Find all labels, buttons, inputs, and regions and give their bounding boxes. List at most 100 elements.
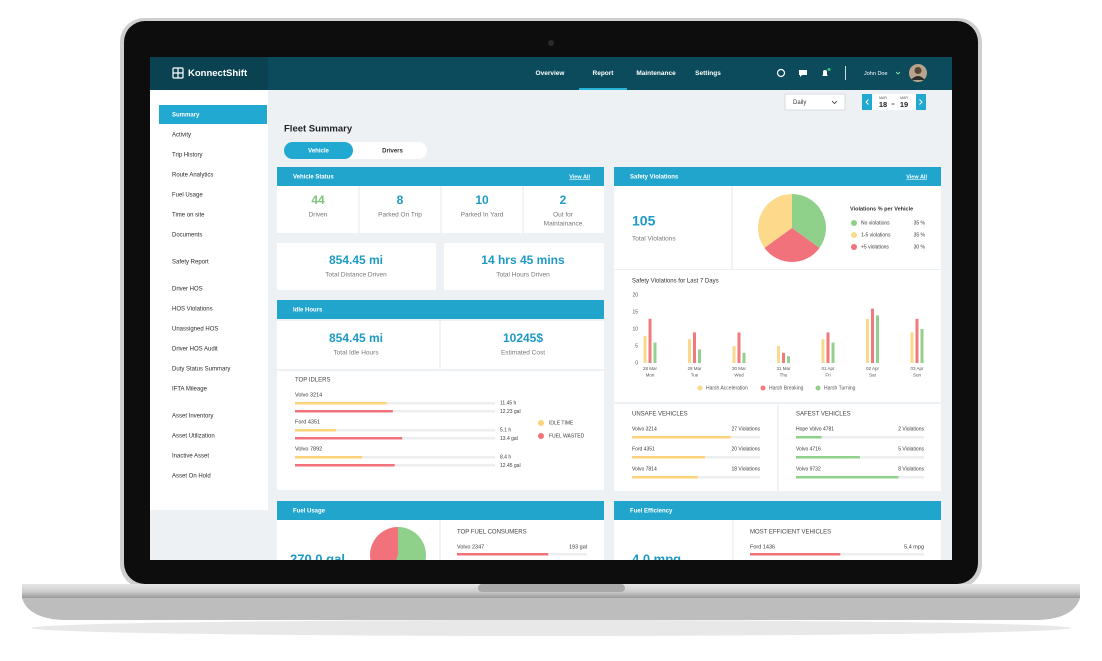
stat-value: 854.45 mi [329,331,383,345]
sidebar-item[interactable]: Safety Report [172,260,209,266]
view-all-link[interactable]: View All [569,174,590,180]
sidebar-item[interactable]: Unassigned HOS [172,327,218,333]
user-name[interactable]: John Doe [864,71,888,77]
date-next[interactable] [916,94,926,110]
date-day: 18 [879,100,887,109]
vehicle-name: Ford 4351 [632,446,655,452]
bar [742,352,746,363]
globe-icon[interactable] [776,68,786,78]
vehicle-name: Volvo 7892 [295,446,322,452]
sidebar-item[interactable]: IFTA Mileage [172,387,208,393]
panel-header [277,501,604,520]
bar [787,356,790,363]
avatar-body [911,76,925,80]
legend-dot [538,433,544,439]
bar-track [295,402,495,405]
x-tick-label: Mon [646,373,655,378]
sidebar-item[interactable]: Trip History [172,153,202,159]
sidebar-item[interactable]: Asset Inventory [172,414,213,420]
divider [845,66,846,80]
stat-label: Out for [553,212,574,219]
stat-label: Driven [309,212,328,219]
x-tick-label: 02 Apr [866,366,880,371]
bar [295,402,387,405]
bar [643,335,647,363]
next-arrow [919,99,923,105]
stat-value: 14 hrs 45 mins [481,253,565,267]
user-chevron[interactable] [895,71,901,75]
sidebar-item[interactable]: Driver HOS Audit [172,347,218,353]
sidebar-item[interactable]: Time on site [172,213,205,219]
avatar-head [914,67,922,74]
sidebar-item[interactable]: Fuel Usage [172,193,203,199]
legend-label: +5 violations [861,244,889,250]
nav-item[interactable]: Overview [536,70,566,77]
legend-dot [697,385,703,391]
period-select[interactable] [784,93,846,111]
value-label: 13.4 gal [500,436,518,442]
sidebar-item[interactable]: Route Analytics [172,173,213,179]
vehicle-name: Hope Volvo 4781 [796,426,834,432]
stat-label: Total Violations [632,236,676,243]
bar [821,339,825,363]
tab[interactable]: Drivers [382,149,403,155]
date-day: 19 [900,100,908,109]
date-month: MAR [900,96,908,100]
sidebar-item[interactable]: Asset On Hold [172,474,211,480]
stat-value: 854.45 mi [329,253,383,267]
x-tick-label: 30 Mar [732,366,747,371]
logo: KonnectShift [188,68,248,79]
screen: KonnectShift Overview Report Maintenance Set… [150,57,952,560]
y-tick-label: 0 [635,360,638,366]
sidebar-item[interactable]: Inactive Asset [172,454,209,460]
vehicle-name: Ford 1436 [750,544,775,550]
sidebar-item[interactable]: Asset Utilization [172,434,215,440]
nav-item[interactable]: Settings [695,70,721,77]
value-label: 18 Violations [731,466,760,472]
sidebar-item[interactable]: Activity [172,133,191,139]
bar [457,553,549,556]
bar [295,410,393,413]
bar-track [295,410,495,413]
bell-icon[interactable] [822,70,828,76]
panel-header [614,167,941,186]
select-chevron [831,100,838,105]
vehicle-name: Volvo 2347 [457,544,484,550]
date-box [862,94,926,110]
sidebar-item[interactable]: Driver HOS [172,287,203,293]
nav-item[interactable]: Maintenance [636,70,676,77]
date-prev[interactable] [862,94,872,110]
card [277,243,436,290]
value-label: 27 Violations [731,426,760,432]
camera [548,40,554,46]
bar [920,329,924,363]
bar [871,308,874,363]
bar [632,456,706,459]
panel [614,270,941,402]
stat-value: 44 [311,193,325,207]
legend-value: 30 % [914,244,926,250]
sidebar-item[interactable]: Documents [172,233,202,239]
sidebar-item[interactable]: HOS Violations [172,307,213,313]
pie-slice [396,527,426,560]
sidebar-item[interactable]: Duty Status Summary [172,367,230,373]
bar [698,349,701,363]
y-tick-label: 10 [632,326,638,332]
sidebar-item[interactable]: Summary [172,113,200,119]
value-label: 5 Violations [898,446,924,452]
bar [295,456,363,459]
chat-icon[interactable] [799,70,807,77]
bar [653,342,657,363]
tab[interactable]: Vehicle [308,149,329,155]
panel-title: Safety Violations [630,175,679,181]
bar [732,346,736,363]
bar [295,437,403,440]
panel-title: Fuel Usage [293,509,326,515]
view-all-link[interactable]: View All [906,174,927,180]
bell-badge [827,68,831,71]
value-label: 12.23 gal [500,409,521,415]
nav-item[interactable]: Report [593,70,615,77]
panel-title: Vehicle Status [293,175,334,181]
vehicle-name: Volvo 3214 [632,426,657,432]
